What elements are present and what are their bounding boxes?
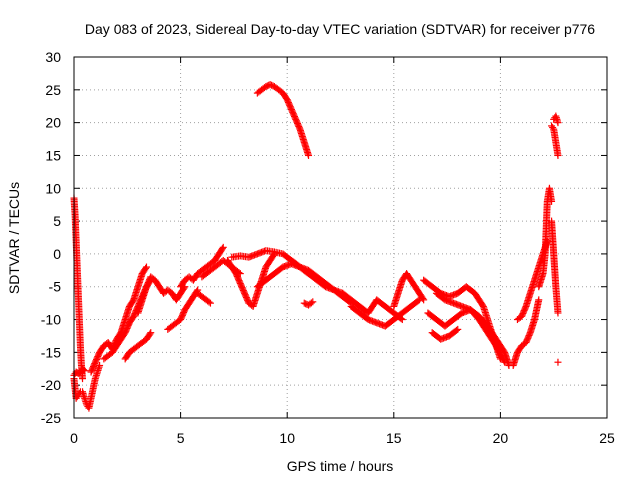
- data-point: [142, 264, 150, 272]
- data-point: [535, 296, 543, 304]
- data-point: [80, 366, 88, 374]
- data-point: [219, 243, 227, 251]
- data-point: [548, 197, 556, 205]
- data-point: [554, 358, 562, 366]
- x-tick-label: 5: [177, 430, 185, 446]
- data-point: [454, 325, 462, 333]
- data-point: [305, 151, 313, 159]
- data-point: [206, 299, 214, 307]
- x-tick-label: 10: [279, 430, 295, 446]
- data-point: [218, 245, 226, 253]
- y-tick-label: -10: [41, 312, 61, 328]
- y-axis-label: SDTVAR / TECUs: [6, 182, 22, 294]
- data-point: [414, 297, 422, 305]
- x-tick-label: 25: [599, 430, 615, 446]
- data-point: [309, 298, 317, 306]
- data-point: [79, 375, 87, 383]
- y-tick-label: 25: [45, 82, 61, 98]
- plot-frame: [73, 56, 608, 419]
- data-point: [142, 263, 150, 271]
- data-point: [81, 367, 89, 375]
- grid-layer: [74, 57, 607, 418]
- marks-layer: [70, 81, 562, 412]
- y-tick-label: -5: [49, 279, 62, 295]
- data-point: [147, 329, 155, 337]
- y-tick-label: 10: [45, 180, 61, 196]
- x-axis-label: GPS time / hours: [287, 458, 394, 474]
- data-point: [398, 316, 406, 324]
- tick-layer: 0 5 10 15 20 25 -25 -20 -15 -10 -5 0 5 10 15 20 25 30: [41, 49, 615, 446]
- data-point: [420, 296, 428, 304]
- data-point: [307, 299, 315, 307]
- data-point: [549, 124, 557, 132]
- y-tick-label: 15: [45, 147, 61, 163]
- y-tick-label: -20: [41, 377, 61, 393]
- data-point: [554, 151, 562, 159]
- data-point: [419, 295, 427, 303]
- chart-title: Day 083 of 2023, Sidereal Day-to-day VTE…: [85, 21, 595, 37]
- y-tick-label: 20: [45, 115, 61, 131]
- data-point: [205, 298, 213, 306]
- y-tick-label: -25: [41, 410, 61, 426]
- data-point: [453, 326, 461, 334]
- y-tick-label: 30: [45, 49, 61, 65]
- y-tick-label: 0: [53, 246, 61, 262]
- y-tick-label: -15: [41, 344, 61, 360]
- y-tick-label: 5: [53, 213, 61, 229]
- x-tick-label: 0: [70, 430, 78, 446]
- x-tick-label: 20: [493, 430, 509, 446]
- data-point: [554, 119, 562, 127]
- data-point: [146, 330, 154, 338]
- x-tick-label: 15: [386, 430, 402, 446]
- data-point: [554, 309, 562, 317]
